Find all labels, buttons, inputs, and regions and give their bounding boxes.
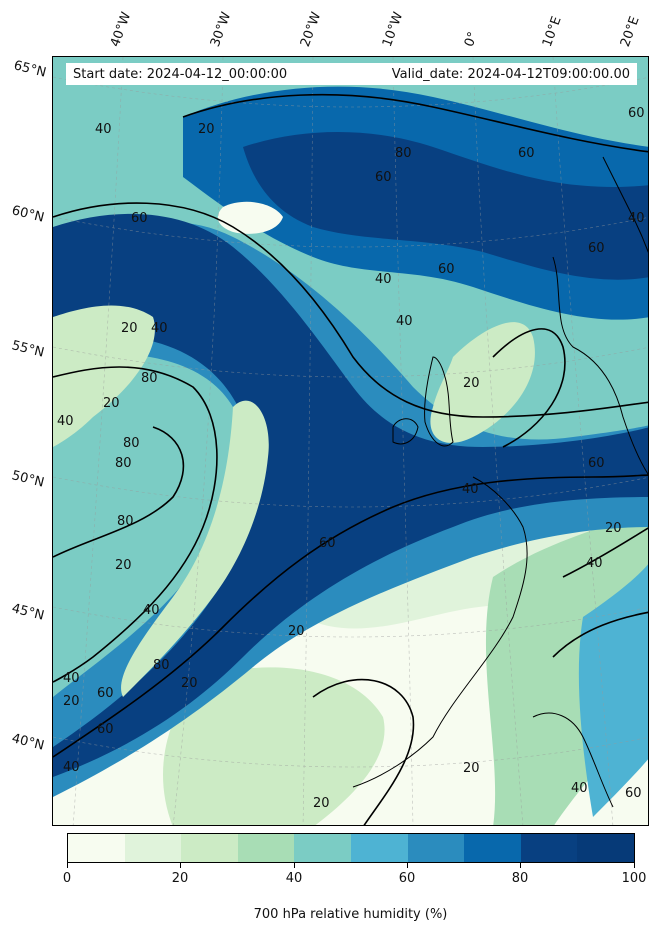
- contour-label: 40: [396, 314, 413, 329]
- contour-label: 40: [63, 671, 80, 686]
- colorbar-segment: [181, 834, 238, 862]
- colorbar-tick: [520, 863, 521, 868]
- contour-label: 20: [605, 521, 622, 536]
- colorbar-tick: [634, 863, 635, 868]
- lat-label-45n: 45°N: [10, 601, 46, 624]
- colorbar-tick-label: 60: [398, 871, 416, 886]
- contour-label: 40: [586, 556, 603, 571]
- humidity-field: 20 40 60 80 60 40 40 60 20 40 80 20 40 8…: [53, 57, 648, 825]
- contour-label: 80: [395, 146, 412, 161]
- lon-label-0: 0°: [461, 29, 482, 49]
- contour-label: 20: [463, 761, 480, 776]
- contour-label: 60: [438, 262, 455, 277]
- contours: [53, 93, 648, 825]
- lon-label-20e: 20°E: [617, 14, 643, 50]
- humidity-map: 20 40 60 80 60 40 40 60 20 40 80 20 40 8…: [52, 56, 649, 826]
- dry-band-central: [121, 400, 269, 697]
- contour-label: 40: [95, 122, 112, 137]
- humid-plume-core: [53, 213, 648, 777]
- colorbar-tick-label: 0: [62, 871, 72, 886]
- contour-label: 40: [57, 414, 74, 429]
- colorbar-label: 700 hPa relative humidity (%): [253, 907, 448, 922]
- contour-label: 60: [588, 456, 605, 471]
- dry-region-southwest: [163, 667, 385, 825]
- contour-label: 40: [151, 321, 168, 336]
- start-date-label: Start date: 2024-04-12_00:00:00: [73, 67, 288, 82]
- colorbar-tick-label: 20: [171, 871, 189, 886]
- contour-label: 40: [628, 211, 645, 226]
- contour-label: 20: [288, 624, 305, 639]
- contour-label: 80: [117, 514, 134, 529]
- contour-label: 20: [463, 376, 480, 391]
- lon-label-10e: 10°E: [539, 14, 565, 50]
- humid-region-northwest-core: [243, 132, 648, 280]
- dry-band-west: [53, 305, 155, 447]
- colorbar-tick: [407, 863, 408, 868]
- colorbar-segment: [577, 834, 634, 862]
- colorbar-segment: [520, 834, 578, 862]
- contour-label: 80: [153, 658, 170, 673]
- colorbar-segment: [464, 834, 521, 862]
- colorbar-segment: [407, 834, 465, 862]
- colorbar-tick-label: 80: [511, 871, 529, 886]
- colorbar-segment: [124, 834, 182, 862]
- contour-label: 40: [462, 482, 479, 497]
- contour-label: 80: [123, 436, 140, 451]
- contour-label: 60: [518, 146, 535, 161]
- contour-label: 20: [115, 558, 132, 573]
- graticule: [53, 57, 648, 825]
- colorbar-tick-label: 40: [285, 871, 303, 886]
- lon-label-20w: 20°W: [297, 10, 325, 49]
- colorbar-segment: [68, 834, 125, 862]
- colorbar-tick: [294, 863, 295, 868]
- map-info-bar: Start date: 2024-04-12_00:00:00 Valid_da…: [66, 63, 637, 85]
- contour-label: 60: [375, 170, 392, 185]
- colorbar-segment: [350, 834, 408, 862]
- lat-label-50n: 50°N: [10, 468, 46, 491]
- contour-label: 60: [131, 211, 148, 226]
- lat-label-65n: 65°N: [12, 58, 48, 81]
- contour-label: 60: [319, 536, 336, 551]
- contour-label: 60: [625, 786, 642, 801]
- contour-label: 40: [375, 272, 392, 287]
- colorbar-tick: [67, 863, 68, 868]
- contour-label: 40: [143, 603, 160, 618]
- lon-label-40w: 40°W: [107, 10, 135, 49]
- valid-date-label: Valid_date: 2024-04-12T09:00:00.00: [391, 67, 630, 82]
- dry-band-east: [430, 322, 535, 443]
- contour-label: 80: [115, 456, 132, 471]
- lat-label-55n: 55°N: [10, 338, 46, 361]
- colorbar-tick: [180, 863, 181, 868]
- colorbar-segment: [237, 834, 295, 862]
- colorbar: [67, 833, 635, 863]
- contour-label: 40: [63, 760, 80, 775]
- contour-label: 20: [198, 122, 215, 137]
- contour-label: 20: [63, 694, 80, 709]
- lat-label-60n: 60°N: [10, 203, 46, 226]
- contour-label: 20: [103, 396, 120, 411]
- contour-label: 60: [628, 106, 645, 121]
- contour-label: 80: [141, 371, 158, 386]
- lat-label-40n: 40°N: [10, 731, 46, 754]
- lon-label-30w: 30°W: [207, 10, 235, 49]
- contour-label: 60: [97, 722, 114, 737]
- coastlines: [352, 156, 648, 808]
- contour-label: 60: [588, 241, 605, 256]
- colorbar-segment: [294, 834, 351, 862]
- dry-patch-north: [217, 201, 283, 234]
- colorbar-tick-label: 100: [621, 871, 647, 886]
- contour-labels: 20 40 60 80 60 40 40 60 20 40 80 20 40 8…: [57, 106, 645, 811]
- contour-label: 20: [121, 321, 138, 336]
- lon-label-10w: 10°W: [379, 10, 407, 49]
- contour-label: 20: [313, 796, 330, 811]
- contour-label: 40: [571, 781, 588, 796]
- contour-label: 60: [97, 686, 114, 701]
- contour-label: 20: [181, 676, 198, 691]
